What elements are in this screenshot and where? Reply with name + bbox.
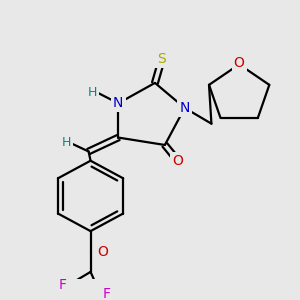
Text: O: O: [234, 56, 244, 70]
Text: S: S: [158, 52, 166, 66]
Text: F: F: [102, 287, 110, 300]
Text: O: O: [97, 244, 108, 259]
Text: N: N: [179, 101, 190, 115]
Text: F: F: [59, 278, 67, 292]
Text: H: H: [62, 136, 71, 149]
Text: O: O: [172, 154, 183, 168]
Text: N: N: [113, 96, 124, 110]
Text: H: H: [88, 86, 97, 99]
